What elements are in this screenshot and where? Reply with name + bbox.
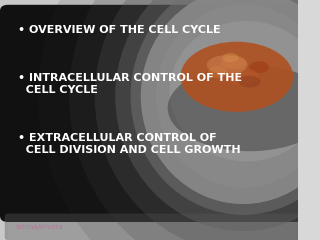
Ellipse shape — [168, 65, 320, 151]
Ellipse shape — [156, 4, 320, 188]
Ellipse shape — [141, 0, 320, 204]
Ellipse shape — [69, 0, 320, 240]
Text: • EXTRACELLULAR CONTROL OF
  CELL DIVISION AND CELL GROWTH: • EXTRACELLULAR CONTROL OF CELL DIVISION… — [18, 133, 240, 155]
Ellipse shape — [221, 55, 246, 70]
Ellipse shape — [222, 53, 238, 62]
Text: • INTRACELLULAR CONTROL OF THE
  CELL CYCLE: • INTRACELLULAR CONTROL OF THE CELL CYCL… — [18, 73, 242, 95]
FancyBboxPatch shape — [0, 5, 304, 222]
Ellipse shape — [227, 68, 259, 85]
Text: • OVERVIEW OF THE CELL CYCLE: • OVERVIEW OF THE CELL CYCLE — [18, 25, 220, 35]
Text: fatimaArivera: fatimaArivera — [16, 224, 64, 230]
Ellipse shape — [250, 61, 269, 73]
Bar — [298, 0, 320, 240]
Ellipse shape — [238, 76, 261, 88]
Ellipse shape — [170, 21, 320, 161]
Ellipse shape — [180, 42, 293, 112]
Bar — [8, 212, 296, 240]
Ellipse shape — [95, 0, 320, 240]
Ellipse shape — [38, 0, 320, 240]
Ellipse shape — [141, 0, 320, 204]
FancyBboxPatch shape — [5, 214, 299, 240]
Ellipse shape — [208, 66, 227, 78]
Ellipse shape — [207, 55, 248, 74]
Ellipse shape — [115, 0, 320, 231]
Ellipse shape — [131, 0, 320, 215]
